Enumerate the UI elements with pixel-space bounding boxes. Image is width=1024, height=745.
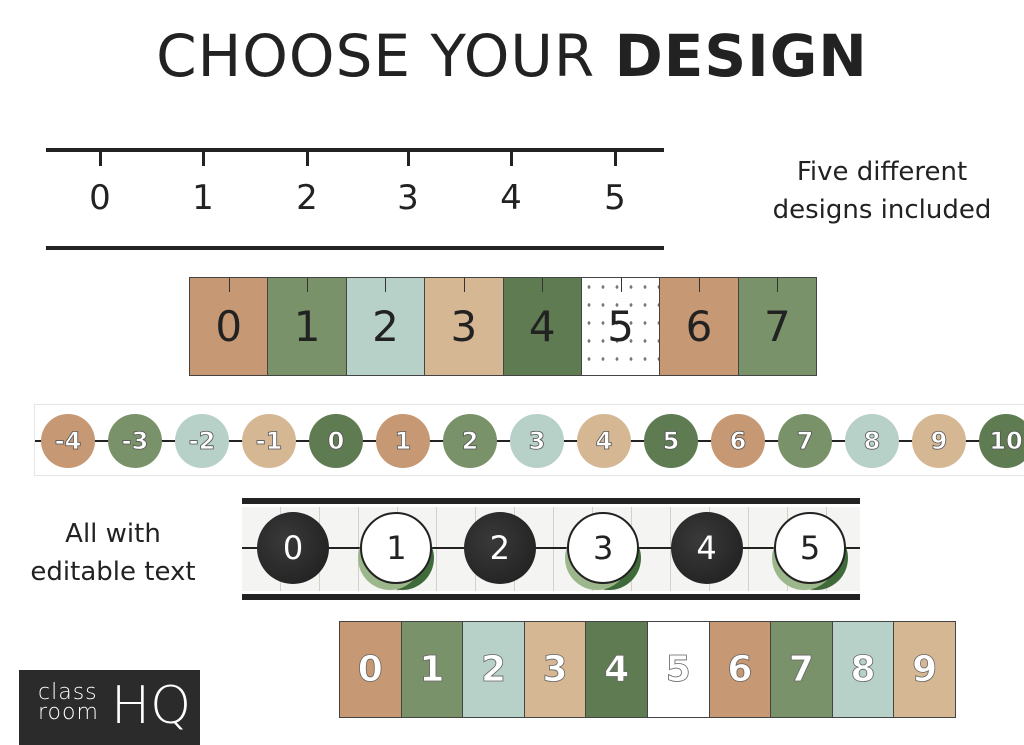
card-number: 5 — [607, 302, 634, 351]
caption-line: Five different — [796, 157, 968, 187]
number-card: 2 — [463, 622, 525, 717]
classroom-hq-logo: class room HQ — [19, 670, 200, 745]
card-tab — [698, 278, 700, 292]
caption-line: editable text — [30, 557, 196, 587]
number-circle: 9 — [912, 414, 966, 468]
ruler-tick — [99, 152, 102, 166]
number-card: 1 — [268, 278, 347, 375]
card-number: 1 — [293, 302, 321, 351]
number-circle: 1 — [376, 414, 430, 468]
number-card: 3 — [425, 278, 504, 375]
design-circles: -4 -3 -2 -1 0 1 2 3 4 5 6 7 8 9 10 — [34, 404, 1024, 476]
logo-mark: HQ — [111, 676, 192, 736]
number-card: 2 — [346, 278, 426, 375]
logo-wordmark: class room — [38, 680, 99, 725]
ruler-number: 3 — [397, 178, 419, 218]
card-number: 3 — [450, 302, 478, 351]
number-circle: 10 — [979, 414, 1024, 468]
ruler-number: 2 — [296, 178, 318, 218]
card-tab — [463, 278, 465, 292]
title-bold: DESIGN — [614, 22, 868, 90]
card-number: 2 — [372, 302, 399, 351]
number-card: 1 — [401, 622, 464, 717]
number-circle: -1 — [242, 414, 296, 468]
top-bar — [242, 498, 860, 507]
design-plain-ruler: 0 1 2 3 4 5 — [46, 148, 664, 250]
design-tabbed-cards: 0 1 2 3 4 5 6 7 — [189, 277, 817, 376]
number-card: 7 — [738, 278, 816, 375]
ruler-tick — [407, 152, 410, 166]
card-tab — [307, 278, 309, 292]
logo-text: class — [38, 680, 98, 705]
card-tab — [385, 278, 387, 292]
number-card: 4 — [586, 622, 648, 717]
ruler-top-line — [46, 148, 664, 152]
number-card: 6 — [709, 622, 772, 717]
wreath-circle: 1 — [360, 512, 433, 584]
chalkboard-circle: 4 — [670, 512, 743, 584]
number-card: 6 — [660, 278, 739, 375]
chalkboard-circle: 0 — [257, 512, 329, 584]
number-circle: 4 — [577, 414, 631, 468]
ruler-tick — [614, 152, 617, 166]
number-circle: 2 — [443, 414, 497, 468]
wreath-circle: 5 — [774, 512, 846, 584]
wreath-circle: 3 — [567, 512, 640, 584]
number-circle: 3 — [510, 414, 564, 468]
number-card: 0 — [190, 278, 269, 375]
number-circle: -3 — [108, 414, 162, 468]
card-number: 7 — [763, 302, 791, 351]
ruler-number: 4 — [500, 178, 522, 218]
number-circle: -2 — [175, 414, 229, 468]
ruler-tick — [306, 152, 309, 166]
number-circle: 6 — [711, 414, 765, 468]
caption-line: All with — [65, 519, 161, 549]
number-card: 7 — [771, 622, 833, 717]
card-tab — [777, 278, 779, 292]
ruler-number: 1 — [192, 178, 214, 218]
page-title: CHOOSE YOUR DESIGN — [0, 22, 1024, 90]
number-circle: 7 — [778, 414, 832, 468]
number-circle: 0 — [309, 414, 363, 468]
number-card: 0 — [340, 622, 402, 717]
ruler-tick — [202, 152, 205, 166]
designs-caption: Five different designs included — [762, 153, 1002, 229]
ruler-number: 5 — [604, 178, 626, 218]
ruler-tick — [510, 152, 513, 166]
card-tab — [542, 278, 544, 292]
title-regular: CHOOSE YOUR — [156, 22, 615, 90]
number-card: 5 — [581, 278, 661, 375]
number-card: 9 — [894, 622, 955, 717]
editable-caption: All with editable text — [13, 515, 213, 591]
ruler-bottom-line — [46, 246, 664, 250]
number-card: 3 — [524, 622, 587, 717]
number-circle: 5 — [644, 414, 698, 468]
number-circle: 8 — [845, 414, 899, 468]
chalkboard-circle: 2 — [463, 512, 536, 584]
number-card: 4 — [503, 278, 582, 375]
card-number: 4 — [528, 302, 556, 351]
card-tab — [228, 278, 230, 292]
bottom-bar — [242, 591, 860, 600]
card-number: 6 — [685, 302, 713, 351]
card-tab — [620, 278, 622, 292]
caption-line: designs included — [772, 195, 992, 225]
number-circle: -4 — [41, 414, 95, 468]
number-line — [242, 547, 860, 549]
logo-text: room — [38, 700, 99, 725]
card-number: 0 — [215, 302, 243, 351]
number-card: 5 — [647, 622, 710, 717]
number-card: 8 — [832, 622, 895, 717]
ruler-number: 0 — [89, 178, 111, 218]
